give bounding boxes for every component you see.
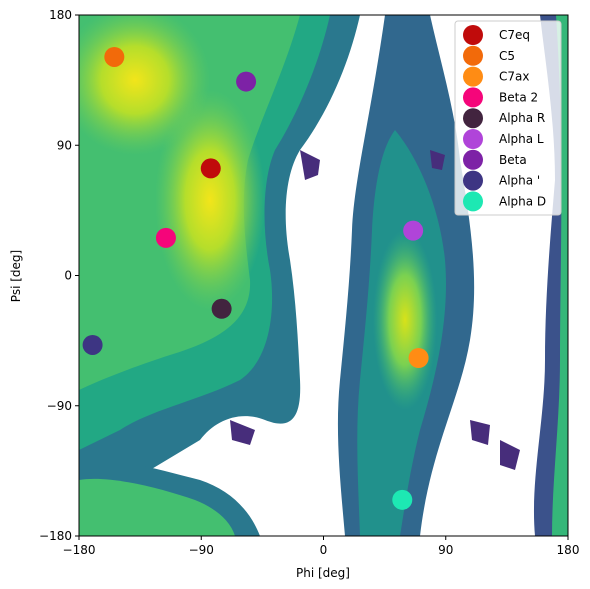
point-alpha [82,334,103,355]
y-tick-label: −180 [39,529,72,543]
x-tick-label: −90 [189,543,214,557]
point-c5 [104,46,125,67]
legend-label: C7eq [499,28,530,42]
legend-label: C5 [499,49,515,63]
x-tick-label: 90 [438,543,453,557]
legend-box [454,20,562,216]
point-beta [236,71,257,92]
point-layer [82,46,429,510]
y-tick-label: 0 [64,269,72,283]
y-tick-label: 180 [49,8,72,22]
x-axis: −180 −90 0 90 180 [63,536,580,557]
x-tick-label: −180 [63,543,96,557]
x-tick-label: 0 [320,543,328,557]
point-alpha-r [211,298,232,319]
legend-label: Beta [499,153,527,167]
legend-label: Alpha D [499,194,546,208]
legend-label: Alpha R [499,111,545,125]
legend-label: Alpha ' [499,174,540,188]
legend-label: C7ax [499,70,529,84]
point-c7eq [200,158,221,179]
point-c7ax [408,347,429,368]
legend-label: Beta 2 [499,90,538,104]
legend-marker [463,129,483,149]
y-tick-label: 90 [57,138,72,152]
legend-marker [463,45,483,66]
y-axis-label: Psi [deg] [9,250,23,302]
legend-marker [463,66,483,87]
point-beta-2 [155,227,176,248]
x-axis-label: Phi [deg] [296,566,350,580]
x-tick-label: 180 [557,543,580,557]
y-tick-label: −90 [47,399,72,413]
legend-marker [463,191,483,212]
legend: C7eq C5 C7ax Beta 2 Alpha R Alpha L Beta Alpha … [454,20,562,216]
legend-label: Alpha L [499,132,544,146]
point-alpha-l [403,220,424,241]
legend-marker [463,108,483,129]
legend-marker [463,25,483,45]
legend-marker [463,149,483,170]
legend-marker [463,170,483,191]
point-alpha-d [392,489,413,510]
y-axis: 180 90 0 −90 −180 [39,8,79,543]
legend-marker [463,87,483,108]
